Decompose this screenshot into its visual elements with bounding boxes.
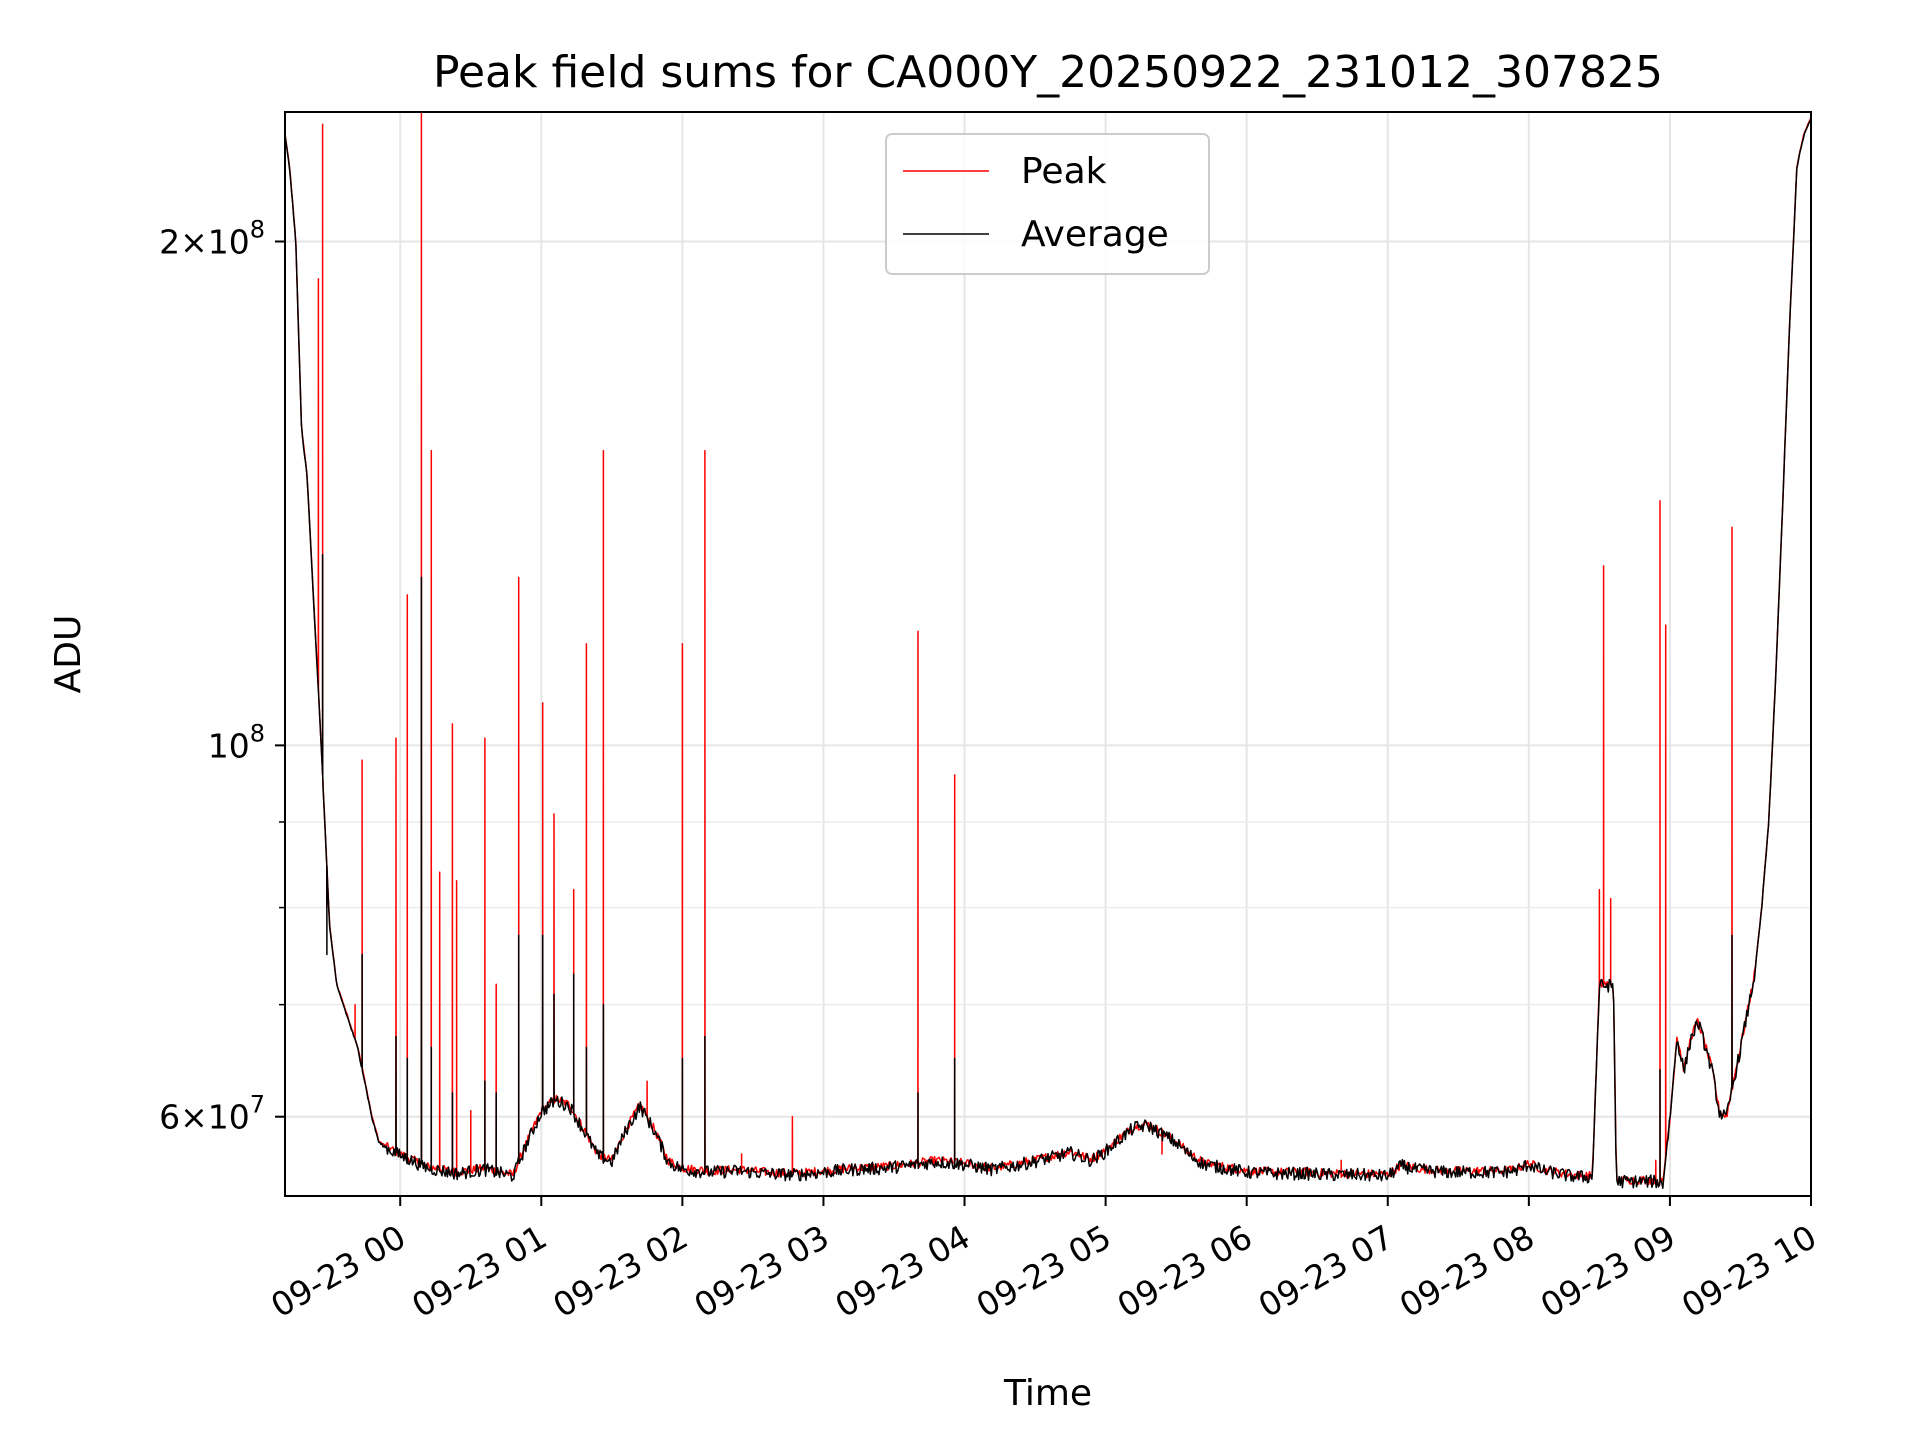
y-tick-label: 2×108: [159, 216, 265, 262]
legend-average-label: Average: [1021, 214, 1169, 255]
plot-frame: [284, 111, 1812, 1197]
series-average-line: [284, 119, 1812, 1189]
legend-box: [885, 133, 1210, 275]
series-layer: [284, 111, 1812, 1189]
legend: Peak Average: [885, 133, 1210, 275]
legend-peak-label: Peak: [1021, 151, 1107, 192]
x-axis-label: Time: [1003, 1373, 1092, 1414]
y-axis-label: ADU: [48, 615, 89, 694]
chart-title: Peak field sums for CA000Y_20250922_2310…: [433, 47, 1663, 98]
y-tick-label: 6×107: [159, 1091, 265, 1137]
